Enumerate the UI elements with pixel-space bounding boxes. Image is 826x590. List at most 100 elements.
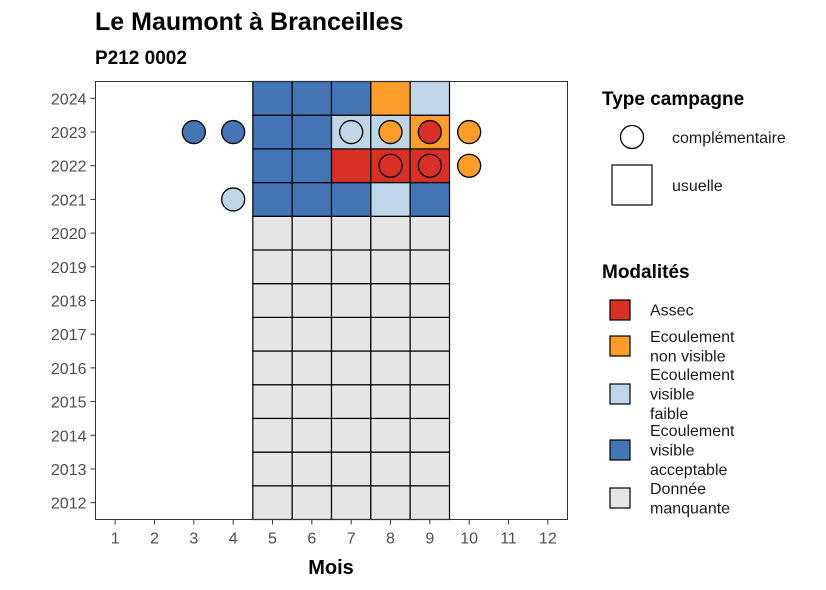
heatmap-tile bbox=[409, 350, 451, 386]
complementary-point bbox=[221, 187, 246, 212]
heatmap-tile bbox=[252, 316, 293, 352]
heatmap-tile bbox=[252, 80, 293, 116]
legend-key-nonvisible bbox=[609, 335, 631, 357]
heatmap-tile bbox=[330, 249, 372, 285]
heatmap-tile bbox=[291, 215, 333, 251]
heatmap-tile bbox=[409, 215, 451, 251]
heatmap-tile bbox=[291, 148, 333, 184]
legend-label-faible: Ecoulement visible faible bbox=[650, 367, 735, 423]
x-tick-label: 12 bbox=[539, 531, 557, 548]
heatmap-tile bbox=[370, 181, 411, 217]
y-tick-label: 2012 bbox=[51, 496, 87, 513]
heatmap-tile bbox=[252, 350, 293, 386]
x-tick-label: 4 bbox=[229, 531, 238, 548]
complementary-point bbox=[417, 119, 442, 145]
heatmap-tile bbox=[291, 417, 333, 453]
complementary-point bbox=[417, 153, 442, 178]
heatmap-tile bbox=[370, 283, 411, 318]
legend-label-nonvisible: Ecoulement non visible bbox=[650, 329, 735, 366]
heatmap-tile bbox=[330, 451, 372, 487]
heatmap-tile bbox=[330, 283, 372, 318]
heatmap-tile bbox=[252, 114, 293, 150]
heatmap-tile bbox=[291, 316, 333, 352]
heatmap-tile bbox=[370, 215, 411, 251]
y-tick-label: 2023 bbox=[51, 125, 87, 142]
heatmap-tile bbox=[409, 485, 451, 521]
y-tick-label: 2017 bbox=[51, 327, 87, 344]
heatmap-tile bbox=[370, 350, 411, 386]
y-tick-label: 2019 bbox=[51, 260, 87, 277]
heatmap-tile bbox=[252, 249, 293, 285]
legend-key-acceptable bbox=[609, 439, 631, 461]
x-tick-label: 3 bbox=[189, 531, 198, 548]
tiles-layer bbox=[252, 80, 451, 521]
y-tick-label: 2024 bbox=[51, 91, 87, 108]
heatmap-tile bbox=[330, 148, 372, 184]
heatmap-tile bbox=[330, 181, 372, 217]
complementary-point bbox=[457, 119, 482, 145]
legend-key-manquante bbox=[609, 487, 631, 509]
x-axis: 1 2 3 4 5 6 7 8 9 10 11 12 bbox=[111, 519, 557, 548]
complementary-point bbox=[378, 119, 403, 145]
heatmap-tile bbox=[370, 80, 411, 116]
legend-label-complementaire: complémentaire bbox=[672, 130, 786, 147]
y-tick-label: 2015 bbox=[51, 395, 87, 412]
heatmap-tile bbox=[330, 350, 372, 386]
legend-label-manquante: Donnée manquante bbox=[650, 481, 730, 518]
legend-label-usuelle: usuelle bbox=[672, 178, 723, 195]
heatmap-tile bbox=[291, 181, 333, 217]
heatmap-tile bbox=[291, 283, 333, 318]
heatmap-tile bbox=[291, 249, 333, 285]
heatmap-tile bbox=[409, 384, 451, 420]
heatmap-tile bbox=[252, 384, 293, 420]
y-tick-label: 2014 bbox=[51, 428, 87, 445]
x-tick-label: 1 bbox=[111, 531, 120, 548]
heatmap-tile bbox=[370, 384, 411, 420]
x-tick-label: 2 bbox=[150, 531, 159, 548]
complementary-point bbox=[339, 119, 364, 145]
heatmap-tile bbox=[252, 417, 293, 453]
legend-label-assec: Assec bbox=[650, 303, 694, 320]
heatmap-tile bbox=[370, 316, 411, 352]
heatmap-tile bbox=[370, 451, 411, 487]
heatmap-tile bbox=[252, 181, 293, 217]
legend-title-modalites: Modalités bbox=[602, 262, 690, 283]
heatmap-tile bbox=[252, 283, 293, 318]
legend-label-acceptable: Ecoulement visible acceptable bbox=[650, 423, 735, 479]
complementary-point bbox=[221, 119, 246, 145]
x-tick-label: 8 bbox=[386, 531, 395, 548]
heatmap-tile bbox=[330, 384, 372, 420]
legend-key-faible bbox=[609, 383, 631, 405]
heatmap-tile bbox=[370, 485, 411, 521]
complementary-point bbox=[378, 153, 403, 178]
heatmap-tile bbox=[409, 249, 451, 285]
heatmap-tile bbox=[291, 80, 333, 116]
heatmap-tile bbox=[330, 80, 372, 116]
legend-key-assec bbox=[609, 299, 631, 321]
heatmap-tile bbox=[330, 316, 372, 352]
heatmap-tile bbox=[409, 451, 451, 487]
x-axis-title: Mois bbox=[308, 557, 354, 579]
heatmap-tile bbox=[291, 114, 333, 150]
y-tick-label: 2016 bbox=[51, 361, 87, 378]
complementary-point bbox=[181, 119, 206, 145]
heatmap-tile bbox=[370, 249, 411, 285]
chart-title: Le Maumont à Branceilles bbox=[95, 8, 403, 36]
heatmap-tile bbox=[409, 283, 451, 318]
heatmap-tile bbox=[409, 316, 451, 352]
heatmap-tile bbox=[330, 485, 372, 521]
heatmap-tile bbox=[370, 417, 411, 453]
legend-campaign: complémentaire usuelle bbox=[611, 124, 786, 206]
heatmap-tile bbox=[409, 181, 451, 217]
x-tick-label: 6 bbox=[307, 531, 316, 548]
heatmap-tile bbox=[291, 350, 333, 386]
y-tick-label: 2020 bbox=[51, 226, 87, 243]
y-tick-label: 2022 bbox=[51, 159, 87, 176]
y-axis: 2012 2013 2014 2015 2016 2017 2018 2019 2020 2021… bbox=[51, 91, 96, 513]
x-tick-label: 5 bbox=[268, 531, 277, 548]
heatmap-tile bbox=[252, 451, 293, 487]
heatmap-tile bbox=[252, 485, 293, 521]
heatmap-tile bbox=[409, 417, 451, 453]
y-tick-label: 2021 bbox=[51, 192, 87, 209]
